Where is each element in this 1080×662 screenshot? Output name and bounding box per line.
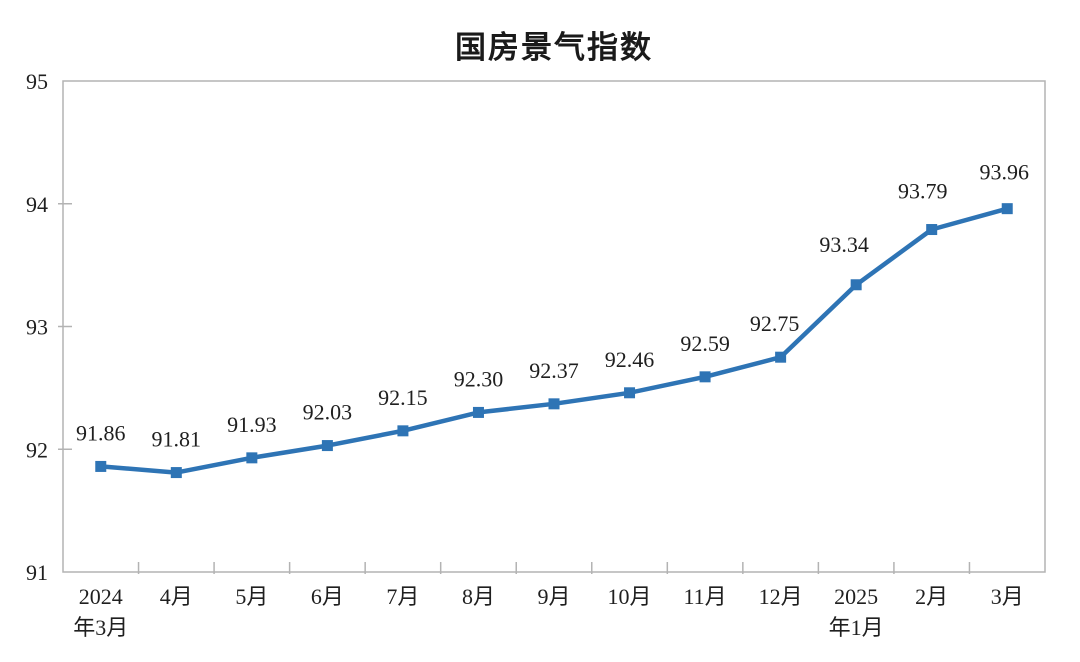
x-axis-category-label: 2025 — [834, 584, 878, 609]
data-point-label: 92.46 — [605, 347, 655, 372]
data-point-marker — [472, 406, 484, 418]
data-point-marker — [624, 387, 636, 399]
data-point-label: 92.03 — [303, 400, 353, 425]
data-point-label: 93.96 — [979, 160, 1029, 185]
data-point-label: 91.93 — [227, 412, 277, 437]
x-axis-category-label: 年1月 — [829, 615, 884, 640]
x-axis-category-label: 8月 — [462, 584, 495, 609]
y-axis-tick-label: 95 — [26, 69, 48, 94]
x-axis-category-label: 10月 — [608, 584, 652, 609]
data-point-label: 91.81 — [152, 427, 202, 452]
x-axis-category-label: 3月 — [991, 584, 1024, 609]
data-point-marker — [548, 398, 560, 410]
data-point-label: 92.37 — [529, 358, 579, 383]
x-axis-category-label: 4月 — [160, 584, 193, 609]
data-point-marker — [321, 440, 333, 452]
data-point-label: 93.79 — [898, 179, 948, 204]
data-point-label: 92.59 — [680, 331, 730, 356]
data-point-label: 92.30 — [454, 366, 504, 391]
y-axis-tick-label: 94 — [26, 192, 48, 217]
x-axis-category-label: 6月 — [311, 584, 344, 609]
x-axis-category-label: 7月 — [386, 584, 419, 609]
x-axis-category-label: 2024 — [79, 584, 123, 609]
data-point-label: 93.34 — [819, 232, 869, 257]
data-point-marker — [850, 279, 862, 291]
y-axis-tick-label: 93 — [26, 315, 48, 340]
x-axis-category-label: 5月 — [235, 584, 268, 609]
x-axis-category-label: 9月 — [537, 584, 570, 609]
x-axis-category-label: 2月 — [915, 584, 948, 609]
x-axis-category-label: 11月 — [683, 584, 726, 609]
data-point-marker — [1001, 203, 1013, 215]
data-point-marker — [95, 460, 107, 472]
data-point-label: 92.75 — [750, 311, 800, 336]
y-axis-tick-label: 91 — [26, 560, 48, 585]
data-point-label: 92.15 — [378, 385, 428, 410]
data-point-marker — [775, 351, 787, 363]
chart-title: 国房景气指数 — [455, 30, 653, 66]
data-point-marker — [699, 371, 711, 383]
y-axis-tick-label: 92 — [26, 437, 48, 462]
plot-area-border — [62, 80, 1046, 573]
data-point-marker — [246, 452, 258, 464]
data-point-marker — [397, 425, 409, 437]
x-axis-category-label: 12月 — [759, 584, 803, 609]
data-point-label: 91.86 — [76, 420, 126, 445]
x-axis-category-label: 年3月 — [73, 615, 128, 640]
data-point-marker — [926, 224, 938, 236]
data-point-marker — [170, 467, 182, 479]
